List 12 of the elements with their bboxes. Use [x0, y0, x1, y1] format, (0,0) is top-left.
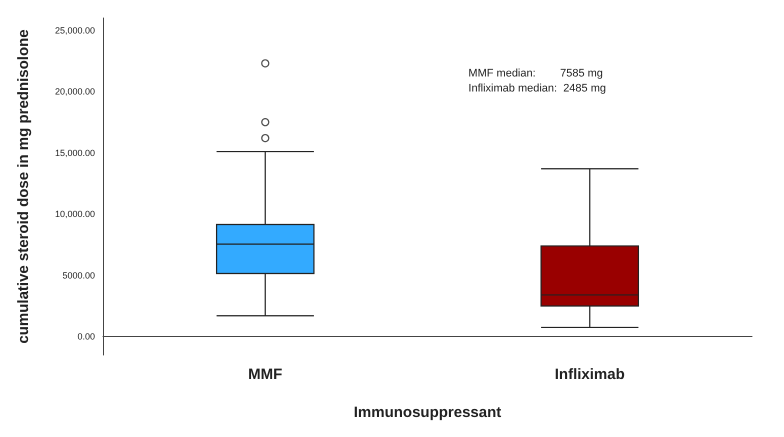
y-tick-label: 10,000.00 — [54, 209, 95, 220]
y-tick-label: 0.00 — [77, 332, 95, 342]
y-axis-title: cumulative steroid dose in mg prednisolone — [15, 29, 32, 344]
x-tick-label: MMF — [248, 366, 282, 383]
y-tick-label: 25,000.00 — [54, 25, 95, 36]
x-axis-title: Immunosuppressant — [354, 404, 502, 421]
x-tick-label: Infliximab — [554, 366, 625, 383]
y-tick-label: 5000.00 — [62, 270, 95, 280]
y-tick-label: 15,000.00 — [54, 148, 95, 158]
y-tick-label: 20,000.00 — [54, 86, 95, 97]
annotation: MMF median: 7585 mg — [468, 68, 603, 80]
annotation: Infliximab median: 2485 mg — [468, 82, 606, 94]
